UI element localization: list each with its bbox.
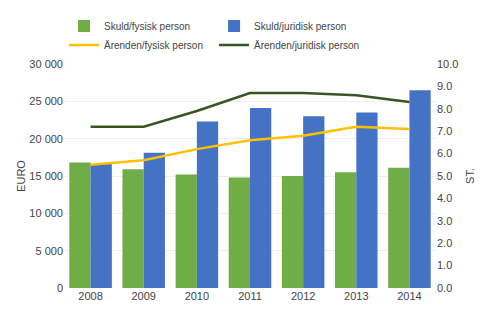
svg-text:2011: 2011 [238,290,262,302]
svg-text:ST.: ST. [464,168,476,184]
svg-text:8.0: 8.0 [437,103,452,115]
svg-text:Skuld/fysisk person: Skuld/fysisk person [104,21,190,32]
svg-text:6.0: 6.0 [437,147,452,159]
svg-text:15 000: 15 000 [29,170,63,182]
svg-text:Ärenden/juridisk person: Ärenden/juridisk person [254,40,359,51]
svg-text:0: 0 [57,282,63,294]
svg-text:4.0: 4.0 [437,192,452,204]
svg-text:30 000: 30 000 [29,58,63,70]
svg-text:2014: 2014 [397,290,421,302]
svg-text:1.0: 1.0 [437,259,452,271]
svg-text:2.0: 2.0 [437,237,452,249]
svg-text:9.0: 9.0 [437,80,452,92]
svg-text:5.0: 5.0 [437,170,452,182]
svg-text:20 000: 20 000 [29,133,63,145]
svg-text:10 000: 10 000 [29,207,63,219]
svg-text:Skuld/juridisk person: Skuld/juridisk person [254,21,346,32]
svg-text:2009: 2009 [131,290,155,302]
svg-text:Ärenden/fysisk person: Ärenden/fysisk person [104,40,203,51]
svg-text:EURO: EURO [15,160,27,192]
svg-text:5 000: 5 000 [35,245,63,257]
svg-text:2010: 2010 [185,290,209,302]
svg-text:2012: 2012 [291,290,315,302]
svg-text:2008: 2008 [78,290,102,302]
svg-text:25 000: 25 000 [29,95,63,107]
svg-text:3.0: 3.0 [437,215,452,227]
svg-text:7.0: 7.0 [437,125,452,137]
svg-text:0.0: 0.0 [437,282,452,294]
svg-text:2013: 2013 [344,290,368,302]
svg-text:10.0: 10.0 [437,58,458,70]
